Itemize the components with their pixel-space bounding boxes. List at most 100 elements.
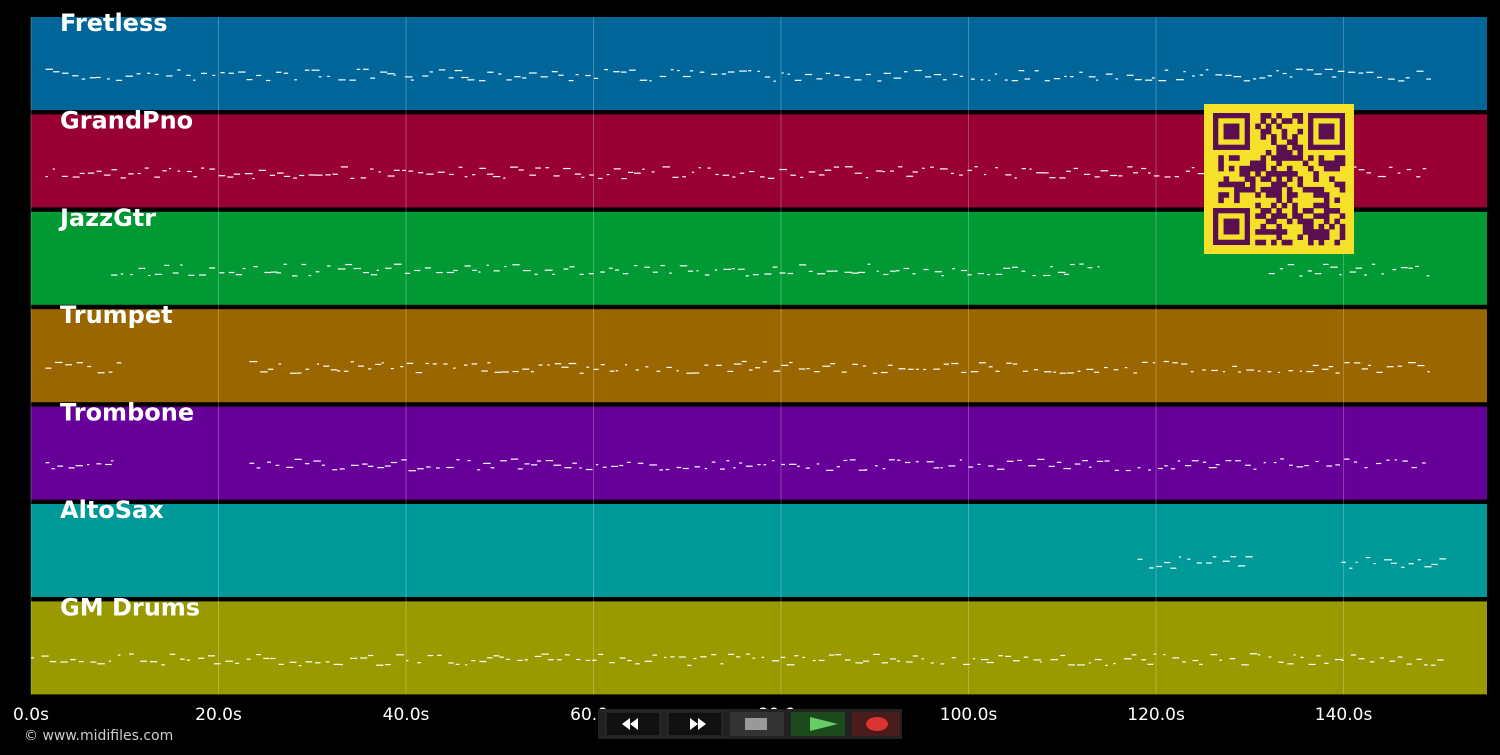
- note: [1364, 274, 1367, 276]
- note: [524, 659, 528, 661]
- note: [449, 173, 454, 176]
- note: [1079, 71, 1083, 73]
- note: [501, 371, 509, 373]
- note: [453, 269, 458, 272]
- qr-module: [1265, 218, 1272, 225]
- forward-button[interactable]: [667, 711, 723, 737]
- qr-module: [1255, 192, 1261, 198]
- qr-module: [1271, 218, 1277, 225]
- note: [314, 662, 321, 664]
- note: [97, 372, 105, 374]
- note: [1259, 77, 1266, 79]
- note: [941, 275, 945, 277]
- qr-module: [1260, 176, 1267, 182]
- note: [698, 167, 701, 169]
- note: [517, 659, 523, 661]
- note: [1406, 663, 1412, 665]
- note: [518, 169, 524, 171]
- note: [220, 72, 225, 74]
- note: [903, 267, 910, 270]
- qr-module: [1249, 176, 1256, 182]
- note: [1172, 362, 1178, 364]
- note: [1371, 263, 1376, 265]
- qr-module: [1260, 213, 1267, 219]
- qr-module: [1255, 229, 1261, 235]
- note: [244, 173, 253, 175]
- note: [1401, 566, 1405, 568]
- note: [1053, 77, 1061, 80]
- note: [514, 76, 521, 78]
- note: [1153, 653, 1157, 655]
- note: [862, 365, 867, 367]
- qr-module: [1318, 223, 1325, 230]
- note: [883, 273, 889, 276]
- qr-module: [1271, 165, 1277, 172]
- qr-module: [1271, 139, 1277, 145]
- note: [865, 73, 871, 76]
- note: [1379, 657, 1385, 659]
- qr-module: [1281, 118, 1288, 124]
- note: [844, 76, 851, 78]
- qr-module: [1281, 155, 1288, 161]
- note: [787, 73, 791, 75]
- rewind-button[interactable]: [605, 711, 661, 737]
- note: [745, 275, 749, 277]
- note: [417, 662, 422, 664]
- note: [1268, 272, 1275, 275]
- note: [585, 659, 591, 662]
- note: [108, 371, 113, 373]
- note: [977, 272, 985, 275]
- qr-module: [1313, 234, 1319, 241]
- note: [779, 168, 787, 171]
- note: [1341, 561, 1346, 563]
- note: [1423, 664, 1428, 666]
- note: [235, 662, 240, 664]
- qr-module: [1218, 181, 1224, 188]
- note: [425, 362, 429, 365]
- note: [1068, 664, 1076, 666]
- stop-button[interactable]: [730, 712, 784, 736]
- play-button[interactable]: [791, 712, 845, 736]
- note: [1148, 172, 1151, 174]
- note: [1172, 657, 1180, 659]
- qr-module: [1244, 171, 1251, 177]
- note: [739, 70, 747, 72]
- note: [849, 459, 856, 461]
- note: [816, 78, 823, 80]
- note: [808, 270, 813, 272]
- note: [767, 177, 775, 179]
- note: [188, 274, 195, 276]
- record-button[interactable]: [852, 712, 900, 736]
- note: [1353, 461, 1358, 463]
- note: [120, 177, 126, 179]
- note: [1321, 368, 1329, 370]
- qr-module: [1281, 202, 1288, 209]
- note: [1330, 266, 1338, 268]
- note: [779, 272, 786, 274]
- note: [242, 267, 246, 270]
- note: [619, 464, 624, 467]
- note: [687, 270, 694, 272]
- note: [619, 657, 626, 659]
- note: [876, 170, 883, 172]
- note: [1331, 76, 1337, 78]
- note: [278, 363, 282, 365]
- note: [948, 465, 956, 467]
- note: [1006, 460, 1014, 462]
- note: [1257, 654, 1261, 656]
- note: [1287, 663, 1294, 665]
- note: [387, 175, 395, 177]
- note: [693, 657, 697, 660]
- note: [557, 659, 562, 661]
- note: [906, 175, 914, 177]
- note: [443, 363, 448, 365]
- note: [996, 468, 1005, 470]
- note: [492, 175, 501, 178]
- note: [90, 661, 97, 663]
- note: [463, 364, 468, 366]
- note: [1028, 465, 1036, 467]
- note: [1397, 172, 1401, 174]
- note: [541, 653, 549, 655]
- qr-module: [1286, 155, 1293, 161]
- note: [915, 368, 919, 370]
